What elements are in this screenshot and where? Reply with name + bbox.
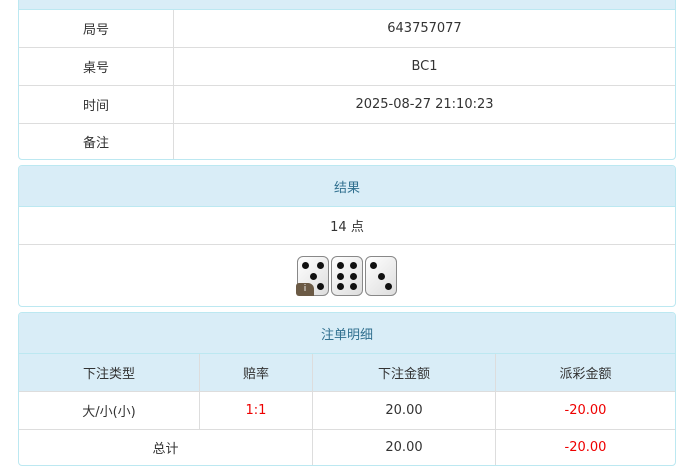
table-header-row: 下注类型 赔率 下注金额 派彩金额 [19, 354, 675, 392]
result-panel: 结果 14 点 i [18, 165, 676, 307]
die-6-icon [331, 256, 363, 297]
result-points: 14 点 [19, 207, 675, 245]
pip [350, 283, 358, 291]
round-info-panel: 局号 643757077 桌号 BC1 时间 2025-08-27 21:10:23 … [18, 0, 676, 160]
table-row: 局号 643757077 [19, 10, 675, 48]
info-badge-icon[interactable]: i [296, 283, 314, 297]
total-payout: -20.00 [495, 428, 675, 465]
total-amount: 20.00 [312, 428, 496, 465]
bet-details-panel: 注单明细 下注类型 赔率 下注金额 派彩金额 大/小(小) 1:1 20.00 … [18, 312, 676, 466]
table-value: BC1 [173, 46, 675, 86]
table-row: 14 点 [19, 207, 675, 245]
pip [336, 272, 344, 280]
round-value: 643757077 [173, 10, 675, 48]
die-3-icon [365, 256, 397, 297]
bet-type: 大/小(小) [19, 390, 200, 430]
pip [336, 262, 344, 270]
time-value: 2025-08-27 21:10:23 [173, 84, 675, 124]
col-payout: 派彩金额 [495, 354, 675, 392]
pip [350, 272, 358, 280]
result-header: 结果 [19, 166, 675, 207]
remark-value [173, 122, 675, 159]
bet-amount: 20.00 [312, 390, 496, 430]
table-row: 备注 [19, 122, 675, 159]
dice-cell: i [19, 243, 675, 306]
total-row: 总计 20.00 -20.00 [19, 428, 675, 465]
pip [385, 283, 392, 291]
pip [370, 262, 377, 270]
round-info-header [19, 0, 675, 10]
pip [350, 262, 358, 270]
payout: -20.00 [495, 390, 675, 430]
table-label: 桌号 [19, 46, 174, 86]
round-label: 局号 [19, 10, 174, 48]
total-label: 总计 [19, 428, 313, 465]
table-row: 桌号 BC1 [19, 46, 675, 86]
pip [317, 262, 324, 270]
col-bet-type: 下注类型 [19, 354, 200, 392]
pip [336, 283, 344, 291]
col-bet-amount: 下注金额 [312, 354, 496, 392]
round-info-table: 局号 643757077 桌号 BC1 时间 2025-08-27 21:10:23 … [19, 10, 675, 159]
dice-group: i [19, 254, 675, 297]
col-odds: 赔率 [199, 354, 313, 392]
die-5-icon: i [296, 256, 329, 297]
pip [302, 262, 309, 270]
pip [317, 283, 324, 291]
time-label: 时间 [19, 84, 174, 124]
remark-label: 备注 [19, 122, 174, 159]
odds: 1:1 [199, 390, 313, 430]
table-row: 大/小(小) 1:1 20.00 -20.00 [19, 390, 675, 430]
pip [377, 272, 385, 280]
pip [309, 272, 317, 280]
table-row: i [19, 243, 675, 306]
bet-details-header: 注单明细 [19, 313, 675, 354]
table-row: 时间 2025-08-27 21:10:23 [19, 84, 675, 124]
